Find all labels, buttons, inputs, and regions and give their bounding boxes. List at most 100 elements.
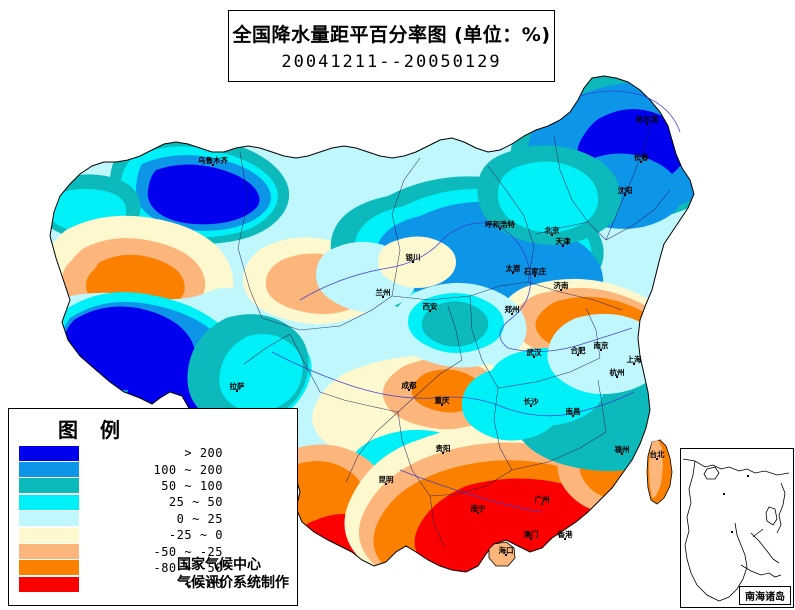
legend-label: 50 ~ 100 xyxy=(161,478,223,493)
city-label: 合肥 xyxy=(571,345,586,355)
legend-item: < -80 xyxy=(19,576,287,592)
city-dot-icon xyxy=(236,390,238,392)
city-label: 武汉 xyxy=(527,347,542,357)
city-label: 南宁 xyxy=(471,503,486,513)
legend-label: 0 ~ 25 xyxy=(176,511,223,526)
legend-item: 25 ~ 50 xyxy=(19,494,287,510)
city-marker: 澳门 xyxy=(524,529,539,540)
city-marker: 贵阳 xyxy=(436,443,451,454)
legend-label: -25 ~ 0 xyxy=(168,528,223,543)
credit-line-1: 国家气候中心 xyxy=(177,557,261,573)
city-marker: 济南 xyxy=(554,280,569,291)
legend-box: 图例 > 200 100 ~ 200 50 ~ 100 25 ~ 50 0 ~ 25 -2… xyxy=(8,408,298,606)
city-marker: 长春 xyxy=(634,152,649,163)
legend-swatch xyxy=(19,494,79,510)
anomaly-raster xyxy=(50,76,694,572)
city-dot-icon xyxy=(621,453,623,455)
city-marker: 太原 xyxy=(506,263,521,274)
city-marker: 天津 xyxy=(556,236,571,247)
city-label: 拉萨 xyxy=(230,381,245,391)
city-label: 澳门 xyxy=(524,529,539,539)
city-label: 呼和浩特 xyxy=(485,219,515,229)
city-dot-icon xyxy=(382,296,384,298)
city-dot-icon xyxy=(441,404,443,406)
city-dot-icon xyxy=(656,458,658,460)
legend-label: < -80 xyxy=(184,577,223,592)
map-title-box: 全国降水量距平百分率图 (单位：%) 20041211--20050129 xyxy=(228,10,555,82)
legend-item-list: > 200 100 ~ 200 50 ~ 100 25 ~ 50 0 ~ 25 -25 ~… xyxy=(19,445,287,593)
inset-map xyxy=(681,449,791,605)
map-title: 全国降水量距平百分率图 (单位：%) xyxy=(232,24,551,46)
city-label: 西安 xyxy=(423,301,438,311)
city-dot-icon xyxy=(534,275,536,277)
city-dot-icon xyxy=(541,503,543,505)
city-marker: 石家庄 xyxy=(523,266,547,277)
city-marker: 西安 xyxy=(423,301,438,312)
city-label: 北京 xyxy=(545,225,560,235)
province-borders xyxy=(237,111,671,547)
city-label: 广州 xyxy=(535,494,550,504)
city-label: 台北 xyxy=(650,449,665,459)
legend-label: -80 ~ -50 xyxy=(153,560,223,575)
city-label: 石家庄 xyxy=(523,266,547,276)
legend-swatch xyxy=(19,576,79,592)
city-label: 太原 xyxy=(506,263,521,273)
city-dot-icon xyxy=(646,123,648,125)
city-marker: 长沙 xyxy=(524,396,539,407)
city-marker: 成都 xyxy=(402,380,417,391)
legend-swatch xyxy=(19,544,79,560)
legend-swatch xyxy=(19,462,79,478)
city-marker: 郑州 xyxy=(505,304,520,315)
legend-item: 0 ~ 25 xyxy=(19,511,287,527)
city-marker: 昆明 xyxy=(379,474,394,485)
legend-item: -50 ~ -25 xyxy=(19,543,287,560)
legend-item: -25 ~ 0 xyxy=(19,527,287,543)
city-label: 银川 xyxy=(406,252,421,262)
city-label: 贵阳 xyxy=(436,443,451,453)
city-dot-icon xyxy=(408,389,410,391)
credit-line-2: 气候评价系统制作 xyxy=(177,574,289,591)
city-marker: 杭州 xyxy=(610,367,625,378)
city-dot-icon xyxy=(477,512,479,514)
city-marker: 武汉 xyxy=(527,347,542,358)
city-label: 天津 xyxy=(556,236,571,246)
city-label: 重庆 xyxy=(435,395,450,405)
city-marker: 海口 xyxy=(499,545,514,556)
credit-block: 国家气候中心 气候评价系统制作 xyxy=(177,557,289,592)
city-marker: 上海 xyxy=(627,354,642,365)
legend-label: 100 ~ 200 xyxy=(153,462,223,477)
map-date-range: 20041211--20050129 xyxy=(281,52,502,72)
city-label: 长春 xyxy=(634,152,649,162)
city-label: 上海 xyxy=(627,354,642,364)
city-marker: 拉萨 xyxy=(230,381,245,392)
legend-swatch xyxy=(19,511,79,527)
city-marker: 广州 xyxy=(535,494,550,505)
rivers xyxy=(271,90,681,513)
city-dot-icon xyxy=(616,376,618,378)
legend-heading: 图例 xyxy=(58,418,142,442)
legend-item: 100 ~ 200 xyxy=(19,461,287,478)
city-marker: 重庆 xyxy=(435,395,450,406)
city-dot-icon xyxy=(429,310,431,312)
city-dot-icon xyxy=(533,356,535,358)
city-dot-icon xyxy=(385,483,387,485)
city-label: 香港 xyxy=(557,529,573,539)
legend-item: 50 ~ 100 xyxy=(19,478,287,494)
city-label: 沈阳 xyxy=(618,185,633,195)
legend-label: > 200 xyxy=(184,446,223,461)
city-dot-icon xyxy=(624,194,626,196)
city-dot-icon xyxy=(505,554,507,556)
city-marker: 北京 xyxy=(545,225,560,236)
city-dot-icon xyxy=(600,349,602,351)
city-dot-icon xyxy=(530,405,532,407)
city-dot-icon xyxy=(562,245,564,247)
inset-label: 南海诸岛 xyxy=(739,586,791,605)
taiwan-island xyxy=(646,439,673,505)
city-dot-icon xyxy=(412,261,414,263)
city-marker: 台北 xyxy=(650,449,665,460)
city-marker: 合肥 xyxy=(571,345,586,356)
city-marker: 南昌 xyxy=(566,406,581,417)
city-marker: 兰州 xyxy=(376,287,391,298)
